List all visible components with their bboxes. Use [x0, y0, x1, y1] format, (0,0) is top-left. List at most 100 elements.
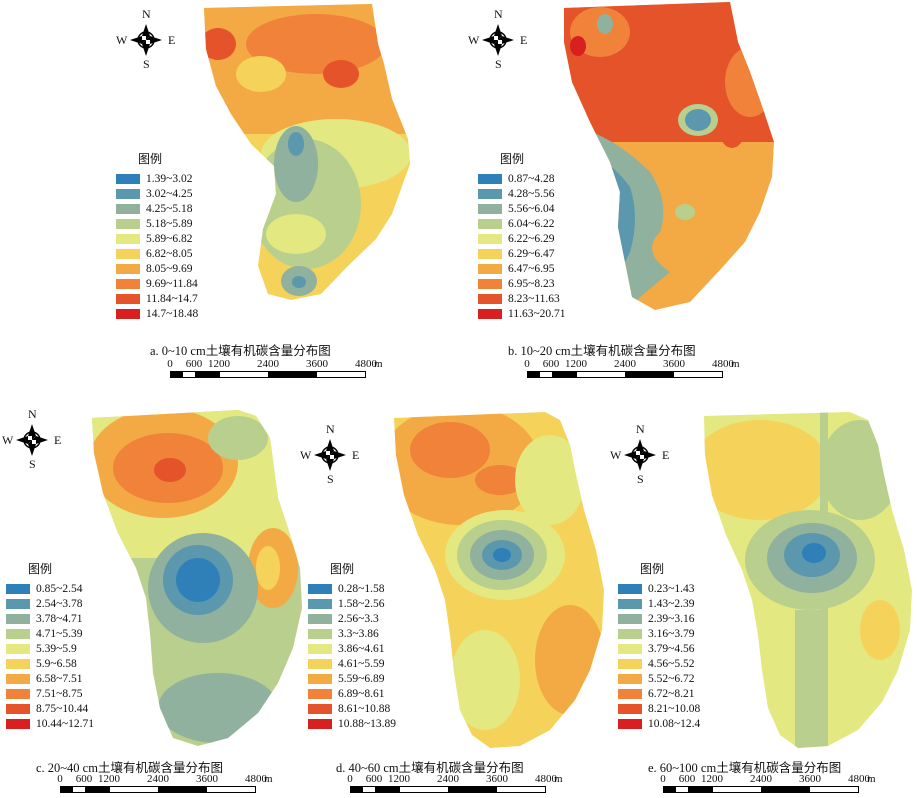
- legend-swatch: [6, 583, 30, 594]
- legend-range: 1.43~2.39: [648, 597, 695, 610]
- legend-range: 6.29~6.47: [508, 247, 555, 260]
- legend-swatch: [478, 188, 502, 199]
- legend-row: 5.39~5.9: [6, 641, 94, 656]
- legend-row: 4.25~5.18: [116, 201, 198, 216]
- legend-range: 3.16~3.79: [648, 627, 695, 640]
- legend-row: 5.18~5.89: [116, 216, 198, 231]
- compass-e: N S E W: [610, 422, 670, 485]
- compass-e-label: E: [54, 433, 62, 447]
- legend-row: 6.58~7.51: [6, 671, 94, 686]
- legend-row: 4.61~5.59: [308, 656, 396, 671]
- legend-swatch: [618, 643, 642, 654]
- scale-tick: 1200: [208, 358, 230, 370]
- legend-title: 图例: [500, 152, 525, 166]
- legend-row: 4.71~5.39: [6, 626, 94, 641]
- legend-row: 11.84~14.7: [116, 291, 198, 306]
- compass-n-label: N: [636, 422, 645, 436]
- legend-row: 6.29~6.47: [478, 246, 566, 261]
- legend-swatch: [116, 293, 140, 304]
- legend-swatch: [6, 703, 30, 714]
- legend-row: 8.23~11.63: [478, 291, 566, 306]
- legend-row: 1.43~2.39: [618, 596, 700, 611]
- legend-range: 5.56~6.04: [508, 202, 555, 215]
- compass-s-label: S: [29, 457, 36, 471]
- scale-tick: 2400: [437, 773, 459, 785]
- legend-range: 5.59~6.89: [338, 672, 385, 685]
- scale-tick: 3600: [486, 773, 508, 785]
- compass-e-label: E: [662, 448, 670, 462]
- legend-row: 6.89~8.61: [308, 686, 396, 701]
- legend-swatch: [478, 218, 502, 229]
- legend-swatch: [6, 628, 30, 639]
- legend-swatch: [308, 703, 332, 714]
- legend-range: 11.63~20.71: [508, 307, 566, 320]
- legend-row: 5.52~6.72: [618, 671, 700, 686]
- legend-d: 图例 0.28~1.58 1.58~2.56 2.56~3.3 3.3~3.86…: [308, 560, 396, 731]
- legend-range: 10.08~12.4: [648, 717, 701, 730]
- legend-range: 7.51~8.75: [36, 687, 83, 700]
- scale-tick: 3600: [663, 358, 685, 370]
- map-b: [564, 2, 774, 310]
- legend-swatch: [478, 308, 502, 319]
- legend-swatch: [6, 718, 30, 729]
- legend-row: 8.21~10.08: [618, 701, 700, 716]
- compass-n-label: N: [494, 7, 503, 21]
- legend-swatch: [116, 248, 140, 259]
- compass-d: N S E W: [300, 422, 360, 485]
- legend-swatch: [478, 233, 502, 244]
- legend-row: 3.3~3.86: [308, 626, 396, 641]
- legend-row: 6.82~8.05: [116, 246, 198, 261]
- legend-range: 3.86~4.61: [338, 642, 385, 655]
- legend-swatch: [116, 203, 140, 214]
- legend-range: 2.39~3.16: [648, 612, 695, 625]
- legend-row: 4.56~5.52: [618, 656, 700, 671]
- legend-row: 5.59~6.89: [308, 671, 396, 686]
- scale-unit: m: [264, 773, 273, 785]
- scale-tick: 3600: [306, 358, 328, 370]
- legend-swatch: [116, 218, 140, 229]
- scalebar-e: 0 600 1200 2400 3600 4800 m: [660, 773, 876, 793]
- compass-e-label: E: [168, 33, 176, 47]
- legend-range: 8.23~11.63: [508, 292, 560, 305]
- legend-row: 3.16~3.79: [618, 626, 700, 641]
- scale-tick: 4800: [245, 773, 267, 785]
- legend-range: 6.72~8.21: [648, 687, 695, 700]
- legend-swatch: [6, 643, 30, 654]
- legend-range: 8.61~10.88: [338, 702, 391, 715]
- scale-tick: 3600: [196, 773, 218, 785]
- scale-tick: 600: [678, 773, 696, 785]
- legend-swatch: [618, 673, 642, 684]
- legend-swatch: [618, 658, 642, 669]
- compass-w-label: W: [610, 448, 622, 462]
- legend-swatch: [478, 203, 502, 214]
- caption-a: a. 0~10 cm土壤有机碳含量分布图: [150, 344, 331, 358]
- legend-range: 6.89~8.61: [338, 687, 385, 700]
- compass-c: N S E W: [2, 408, 62, 471]
- caption-d: d. 40~60 cm土壤有机碳含量分布图: [336, 761, 524, 775]
- scale-tick: 2400: [750, 773, 772, 785]
- legend-range: 6.47~6.95: [508, 262, 555, 275]
- legend-swatch: [116, 233, 140, 244]
- scale-tick: 1200: [388, 773, 410, 785]
- scale-tick: 3600: [799, 773, 821, 785]
- scale-tick: 4800: [712, 358, 734, 370]
- legend-range: 0.28~1.58: [338, 582, 385, 595]
- scale-unit: m: [867, 773, 876, 785]
- caption-e: e. 60~100 cm土壤有机碳含量分布图: [648, 761, 842, 775]
- scale-unit: m: [731, 358, 740, 370]
- legend-row: 1.58~2.56: [308, 596, 396, 611]
- legend-row: 8.61~10.88: [308, 701, 396, 716]
- legend-row: 10.08~12.4: [618, 716, 700, 731]
- legend-swatch: [308, 628, 332, 639]
- legend-range: 4.71~5.39: [36, 627, 83, 640]
- legend-range: 3.02~4.25: [146, 187, 193, 200]
- compass-s-label: S: [143, 57, 150, 71]
- legend-swatch: [116, 278, 140, 289]
- legend-range: 4.28~5.56: [508, 187, 555, 200]
- legend-range: 3.79~4.56: [648, 642, 695, 655]
- legend-row: 2.39~3.16: [618, 611, 700, 626]
- legend-row: 0.28~1.58: [308, 581, 396, 596]
- legend-swatch: [618, 628, 642, 639]
- legend-swatch: [116, 173, 140, 184]
- compass-n-label: N: [326, 422, 335, 436]
